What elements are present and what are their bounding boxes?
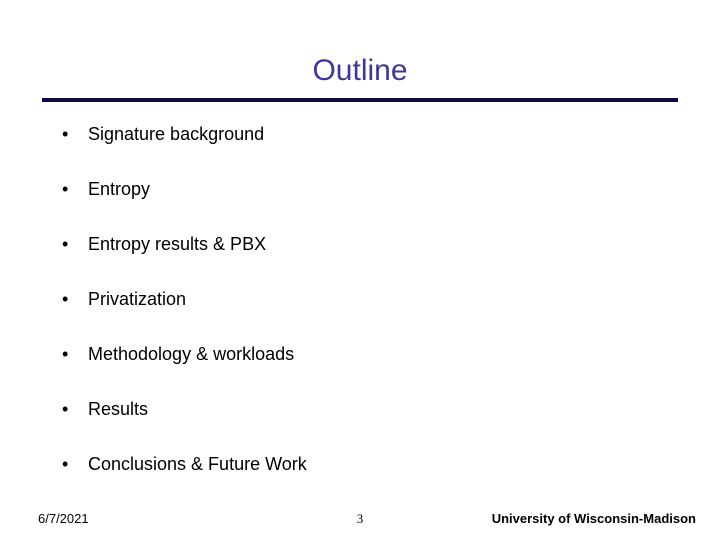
list-item: Entropy results & PBX: [62, 234, 720, 255]
title-underline: [42, 98, 678, 102]
footer-date: 6/7/2021: [38, 511, 89, 526]
list-item: Methodology & workloads: [62, 344, 720, 365]
slide: Outline Signature background Entropy Ent…: [0, 0, 720, 540]
bullet-list: Signature background Entropy Entropy res…: [62, 124, 720, 475]
list-item: Privatization: [62, 289, 720, 310]
slide-title: Outline: [0, 54, 720, 88]
list-item: Entropy: [62, 179, 720, 200]
list-item: Results: [62, 399, 720, 420]
footer-affiliation: University of Wisconsin-Madison: [492, 511, 696, 526]
footer-page-number: 3: [357, 511, 364, 527]
slide-footer: 6/7/2021 3 University of Wisconsin-Madis…: [0, 511, 720, 526]
list-item: Signature background: [62, 124, 720, 145]
list-item: Conclusions & Future Work: [62, 454, 720, 475]
